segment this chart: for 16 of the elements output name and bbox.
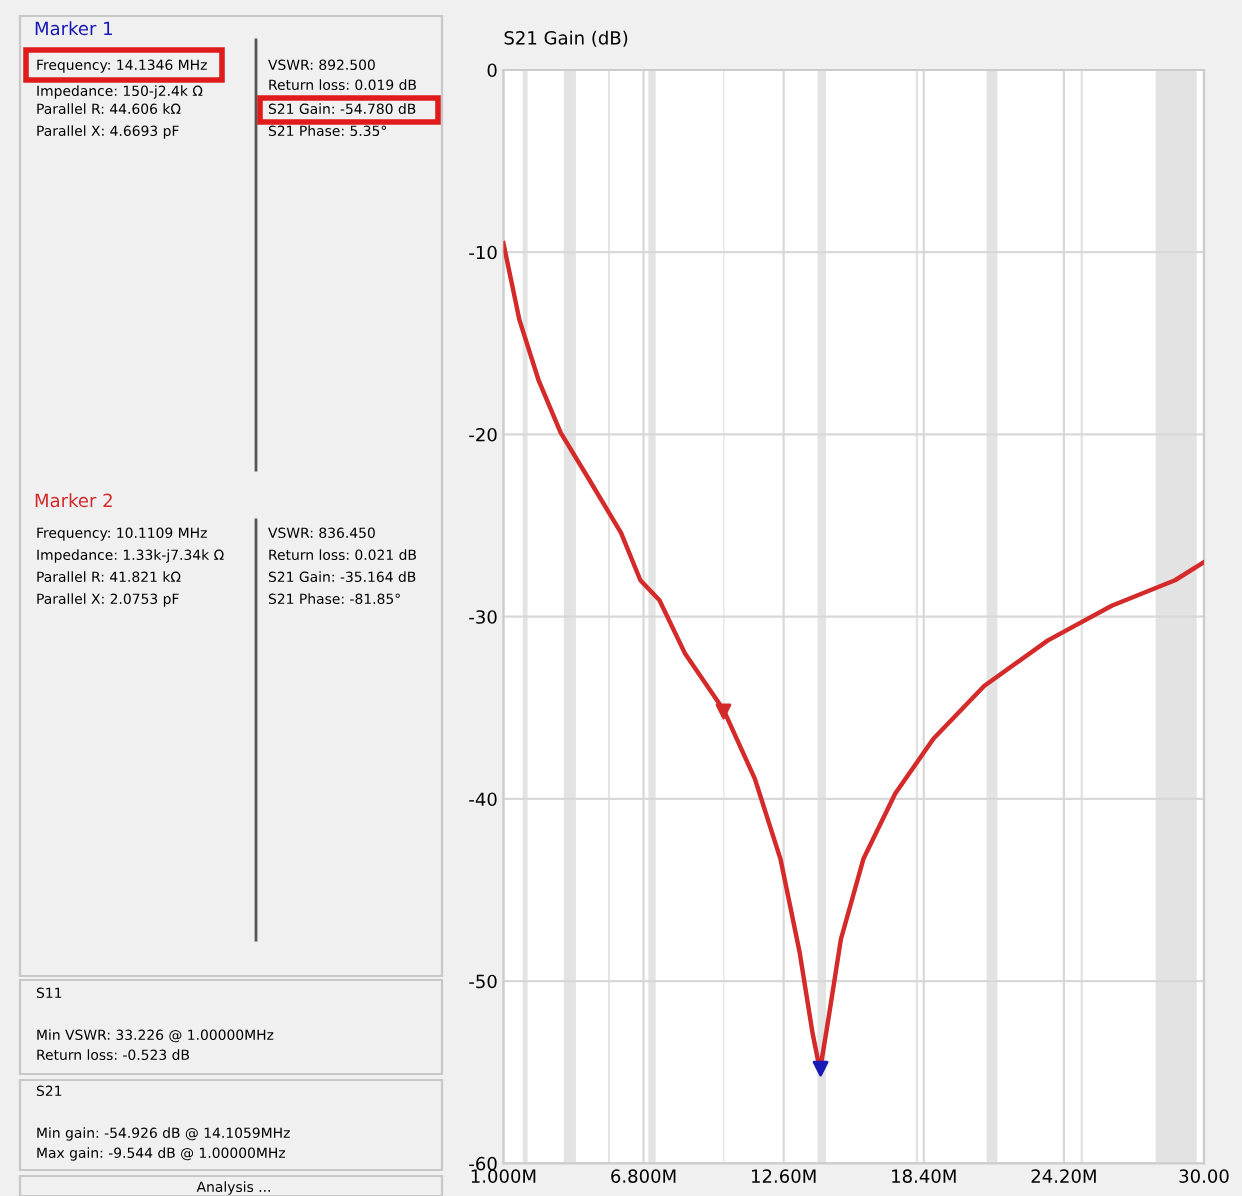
x-tick-label: 6.800M (611, 1169, 676, 1183)
y-axis-title: S21 Gain (dB) (504, 30, 628, 47)
y-tick-label: -50 (469, 974, 497, 989)
x-tick-label: 1.000M (471, 1169, 536, 1183)
text: Marker 1 (35, 21, 112, 36)
x-tick-label: 18.40M (892, 1169, 956, 1183)
y-tick-label: -40 (469, 792, 497, 807)
x-tick-label: 30.00 (1179, 1169, 1229, 1183)
y-tick-label: -10 (469, 245, 497, 260)
y-tick-label: -60 (469, 1156, 497, 1171)
x-tick-label: 24.20M (1031, 1169, 1096, 1183)
y-tick-label: -30 (469, 610, 497, 624)
text: Marker 2 (35, 493, 112, 508)
x-tick-label: 12.60M (751, 1169, 816, 1183)
y-tick-label: -20 (469, 427, 497, 442)
y-tick-label: 0 (487, 63, 497, 78)
